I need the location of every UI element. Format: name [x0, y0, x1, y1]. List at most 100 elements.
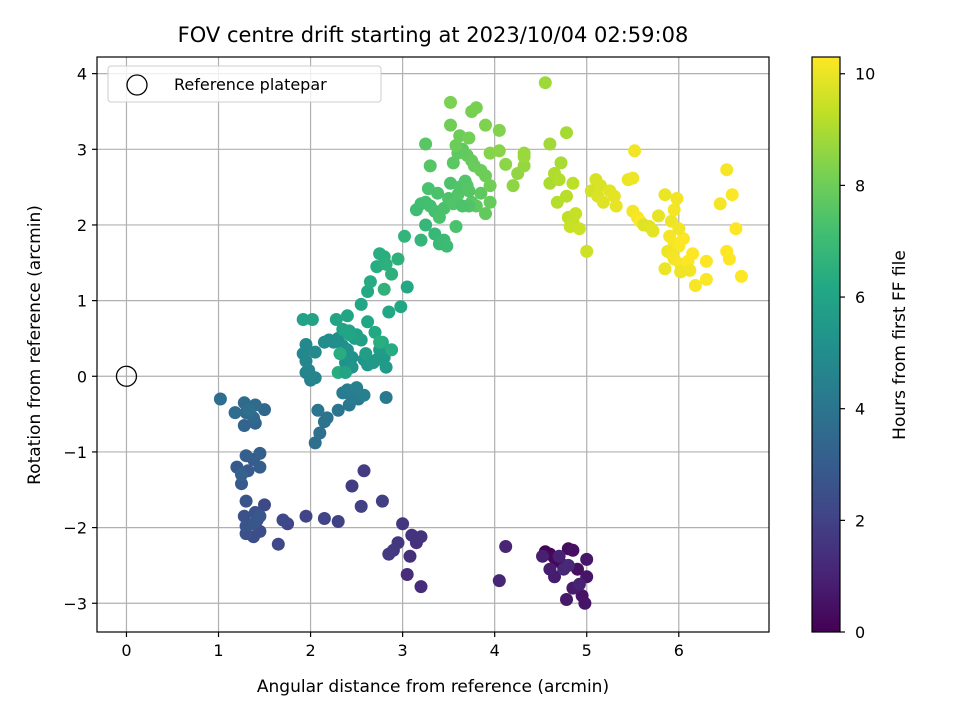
data-point [446, 156, 460, 170]
data-point [339, 366, 352, 379]
data-point [419, 137, 433, 151]
legend-box [107, 65, 382, 103]
data-point [391, 252, 405, 266]
data-point [377, 282, 391, 296]
data-point [357, 464, 371, 478]
data-point [469, 101, 483, 115]
data-point [382, 305, 396, 319]
data-point [329, 313, 343, 326]
y-tick-label: 4 [77, 65, 87, 84]
data-point [237, 419, 251, 432]
data-point [492, 144, 506, 158]
grid-lines [97, 57, 769, 632]
data-point [552, 173, 566, 187]
data-point [359, 347, 373, 361]
data-point [354, 297, 368, 311]
data-point [296, 313, 310, 326]
data-point [658, 262, 672, 276]
x-tick-label: 2 [305, 641, 315, 660]
colorbar-ticks: 0 2 4 6 8 10 [840, 65, 875, 642]
data-point [646, 224, 660, 238]
y-tick-label: −2 [63, 519, 87, 538]
data-point [734, 269, 748, 283]
legend: Reference platepar [107, 65, 382, 103]
data-point [253, 509, 267, 523]
data-point [688, 279, 702, 292]
data-point [253, 460, 267, 474]
data-point [686, 247, 700, 261]
data-point [379, 257, 393, 271]
colorbar-tick-label: 10 [855, 65, 875, 84]
data-point [403, 549, 417, 563]
data-point [299, 509, 313, 523]
y-tick-label: 1 [77, 292, 87, 311]
data-point [560, 189, 573, 203]
x-axis-label: Angular distance from reference (arcmin) [257, 677, 609, 697]
colorbar: 0 2 4 6 8 10 Hours from first FF file [811, 56, 910, 642]
data-point [276, 513, 290, 527]
data-point [517, 159, 531, 173]
data-point [474, 186, 488, 200]
data-point [652, 209, 665, 223]
data-point [462, 184, 476, 198]
data-point [609, 199, 623, 213]
colorbar-label: Hours from first FF file [890, 250, 910, 440]
data-point [722, 252, 736, 266]
data-point [379, 360, 393, 374]
data-point [313, 426, 327, 440]
colorbar-tick-label: 4 [855, 400, 865, 419]
data-point [479, 169, 492, 183]
data-point [368, 325, 382, 339]
plot-frame [96, 56, 770, 633]
data-point [536, 549, 549, 563]
data-point [561, 558, 575, 572]
data-point [560, 593, 573, 606]
data-point [394, 300, 408, 314]
data-point [331, 515, 345, 528]
data-point [444, 95, 457, 109]
data-point [713, 197, 727, 211]
data-point [572, 222, 586, 236]
data-point [423, 159, 437, 173]
data-point [462, 131, 476, 145]
data-point [449, 139, 463, 152]
colorbar-tick-label: 6 [855, 288, 865, 307]
data-point [331, 403, 345, 417]
data-point [333, 347, 347, 361]
y-axis-label: Rotation from reference (arcmin) [25, 205, 45, 485]
data-point [299, 338, 313, 351]
data-point [345, 479, 359, 493]
data-point [237, 509, 251, 523]
x-axis-ticks: 0 1 2 3 4 5 6 [121, 632, 684, 660]
data-point [357, 388, 371, 402]
y-tick-label: 2 [77, 216, 87, 235]
y-axis-ticks: −3 −2 −1 0 1 2 3 4 [63, 65, 97, 613]
colorbar-frame [811, 56, 841, 633]
data-point [342, 328, 356, 342]
data-point [729, 222, 743, 236]
data-point [444, 118, 457, 132]
data-point [228, 406, 242, 420]
y-tick-label: 0 [77, 367, 87, 386]
data-points [213, 76, 748, 610]
data-point [492, 574, 506, 588]
data-point [253, 446, 267, 460]
data-point [414, 580, 428, 594]
data-point [373, 335, 387, 349]
reference-platepar-marker [115, 365, 138, 387]
data-point [431, 186, 445, 200]
data-point [449, 220, 463, 233]
data-point [419, 218, 433, 232]
data-point [385, 267, 399, 281]
y-tick-label: 3 [77, 140, 87, 159]
data-point [308, 436, 322, 450]
data-point [271, 537, 285, 551]
data-point [340, 309, 354, 323]
data-point [414, 233, 428, 247]
data-point [578, 596, 592, 610]
data-point [543, 137, 557, 151]
data-point [483, 195, 497, 209]
data-point [361, 315, 375, 329]
y-tick-label: −3 [63, 594, 87, 613]
